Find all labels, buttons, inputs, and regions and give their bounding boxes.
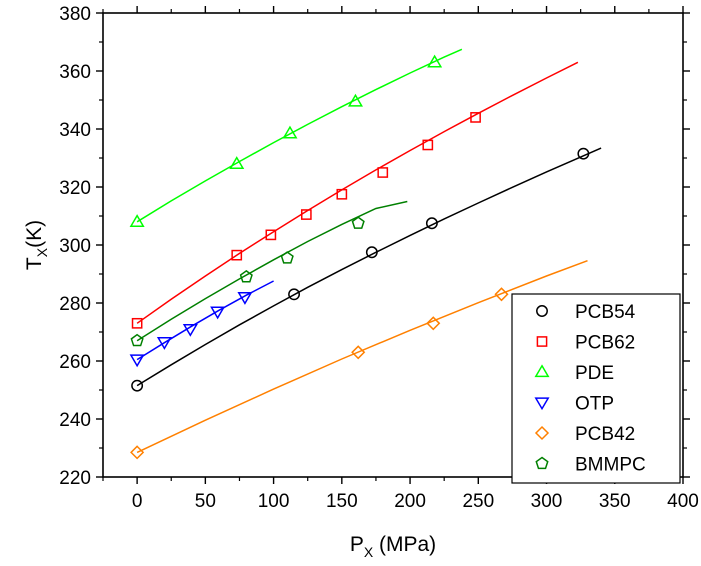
marker-pcb62 xyxy=(336,188,348,200)
x-tick-label: 150 xyxy=(326,491,358,512)
marker-otp xyxy=(210,306,226,320)
y-axis-label: TX(K) xyxy=(23,220,50,270)
marker-pcb62 xyxy=(470,112,481,123)
marker-pcb62 xyxy=(131,317,143,329)
marker-bmmpc xyxy=(351,216,365,229)
x-tick-label: 250 xyxy=(462,491,494,512)
y-tick-label: 220 xyxy=(59,468,91,489)
marker-pcb62 xyxy=(422,139,434,151)
legend-label-pcb54: PCB54 xyxy=(575,302,636,323)
x-tick-label: 200 xyxy=(394,491,426,512)
legend: PCB54 PCB62 PDE OTP PCB42 BMMPC xyxy=(511,293,681,484)
tick-labels: 0 50 100 150 200 250 300 350 400 220 240 260 280 300 3… xyxy=(59,4,699,512)
marker-pcb54 xyxy=(288,288,301,301)
marker-pcb54 xyxy=(425,217,438,230)
y-tick-label: 360 xyxy=(59,62,91,83)
x-tick-label: 350 xyxy=(599,491,631,512)
marker-otp xyxy=(237,292,253,305)
marker-otp xyxy=(156,337,172,350)
marker-pcb54 xyxy=(131,379,144,392)
marker-pcb62 xyxy=(265,229,277,241)
legend-box xyxy=(511,293,681,484)
marker-otp xyxy=(129,354,145,368)
fit-line-pcb54 xyxy=(136,147,602,387)
y-tick-label: 280 xyxy=(59,294,91,315)
marker-pde xyxy=(229,156,245,169)
fit-line-otp xyxy=(136,280,274,361)
marker-bmmpc xyxy=(239,269,253,283)
y-tick-label: 380 xyxy=(59,4,91,25)
y-tick-label: 340 xyxy=(59,120,91,141)
y-tick-label: 260 xyxy=(59,352,91,373)
x-tick-label: 0 xyxy=(132,491,143,512)
marker-pcb54 xyxy=(577,147,590,160)
fit-line-pcb62 xyxy=(136,61,579,324)
marker-pcb62 xyxy=(377,167,389,178)
marker-pde xyxy=(347,93,363,107)
marker-pcb62 xyxy=(231,249,243,261)
y-tick-label: 240 xyxy=(59,410,91,431)
marker-pcb62 xyxy=(300,209,312,220)
legend-label-bmmpc: BMMPC xyxy=(575,455,646,476)
legend-marker-bmmpc xyxy=(535,456,549,470)
legend-marker-pcb42 xyxy=(534,425,550,441)
axis-ticks xyxy=(96,6,690,484)
fit-curves xyxy=(136,48,602,454)
legend-label-pde: PDE xyxy=(575,363,614,384)
marker-bmmpc xyxy=(280,251,294,264)
legend-marker-otp xyxy=(534,397,550,411)
marker-pde xyxy=(282,125,298,139)
marker-pcb42 xyxy=(494,287,509,302)
x-tick-label: 100 xyxy=(258,491,290,512)
legend-marker-pde xyxy=(534,364,550,378)
legend-label-pcb62: PCB62 xyxy=(575,333,635,354)
data-markers xyxy=(129,54,590,460)
marker-pcb42 xyxy=(130,445,145,460)
marker-pcb54 xyxy=(365,246,378,259)
marker-pde xyxy=(427,54,443,68)
fit-line-pcb42 xyxy=(136,259,588,454)
x-tick-label: 400 xyxy=(667,491,699,512)
marker-pcb42 xyxy=(351,345,366,360)
fit-line-pde xyxy=(136,48,463,223)
marker-pde xyxy=(129,214,145,227)
legend-label-pcb42: PCB42 xyxy=(575,424,635,445)
marker-pcb42 xyxy=(426,316,441,331)
x-axis-label: PX (MPa) xyxy=(350,533,436,560)
x-tick-label: 300 xyxy=(531,491,563,512)
legend-marker-pcb54 xyxy=(536,305,548,317)
marker-bmmpc xyxy=(130,333,144,347)
x-tick-label: 50 xyxy=(195,491,216,512)
legend-marker-pcb62 xyxy=(536,336,548,347)
marker-otp xyxy=(182,323,198,337)
fit-line-bmmpc xyxy=(136,200,408,342)
y-tick-label: 320 xyxy=(59,178,91,199)
y-tick-label: 300 xyxy=(59,236,91,257)
legend-label-otp: OTP xyxy=(575,394,614,415)
